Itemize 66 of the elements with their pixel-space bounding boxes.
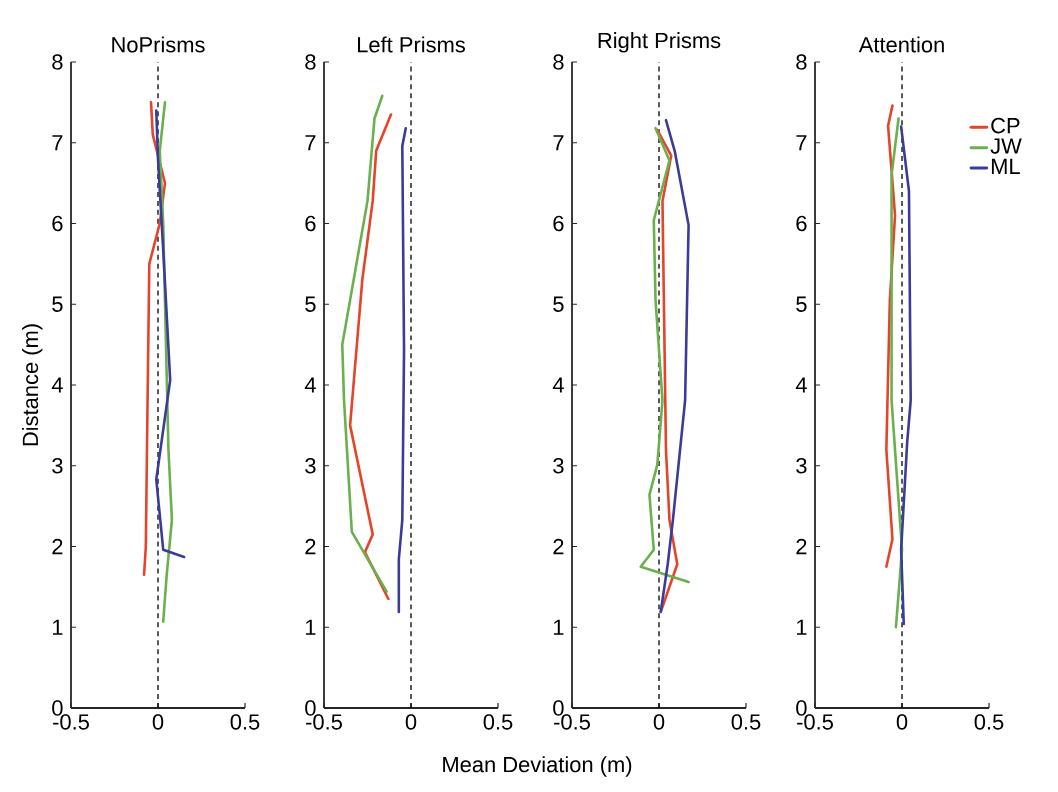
y-tick-label: 7: [553, 135, 564, 151]
line-series: [659, 118, 690, 614]
y-tick-label: 2: [553, 538, 564, 555]
y-tick-label: 2: [305, 538, 316, 555]
chart-title: Attention: [858, 36, 944, 53]
x-tick-label: 0.5: [483, 714, 513, 730]
y-tick-label: 5: [305, 296, 316, 312]
y-tick-label: 6: [796, 215, 807, 232]
y-tick-label: 5: [52, 296, 63, 312]
y-tick-label: 0: [553, 700, 564, 716]
x-tick-label: 0: [152, 714, 164, 730]
line-series: [890, 117, 904, 629]
legend-label: CP: [991, 117, 1020, 134]
line-series: [154, 109, 186, 559]
x-tick-label: 0.5: [230, 714, 260, 730]
line-series: [655, 128, 679, 614]
y-tick-label: 7: [305, 135, 316, 151]
y-tick-label: 1: [553, 619, 564, 635]
y-tick-label: 1: [305, 619, 316, 635]
y-axis-title: Distance (m): [22, 324, 43, 446]
y-tick-label: 2: [796, 538, 807, 555]
x-tick-label: 0: [405, 714, 417, 730]
y-tick-label: 8: [305, 54, 316, 70]
legend-label: ML: [991, 158, 1020, 174]
x-tick-label: -0.5: [53, 714, 89, 730]
y-tick-label: 4: [552, 377, 564, 393]
y-tick-label: 3: [553, 457, 564, 474]
legend-label: JW: [990, 138, 1022, 154]
line-series: [899, 125, 913, 626]
y-tick-label: 6: [52, 215, 63, 232]
y-tick-label: 7: [796, 135, 807, 151]
y-tick-label: 8: [52, 54, 63, 70]
y-tick-label: 6: [305, 215, 316, 232]
x-tick-label: -0.5: [554, 714, 590, 730]
line-series: [348, 113, 393, 601]
y-tick-label: 3: [305, 457, 316, 474]
chart-title: Left Prisms: [358, 36, 465, 53]
x-tick-label: -0.5: [797, 714, 833, 730]
y-tick-label: 3: [796, 457, 807, 474]
y-tick-label: 8: [553, 54, 564, 70]
y-tick-label: 6: [553, 215, 564, 232]
line-series: [639, 126, 690, 584]
x-tick-label: 0.5: [974, 714, 1004, 730]
y-tick-label: 5: [553, 296, 564, 312]
chart-title: NoPrisms: [112, 36, 205, 53]
y-tick-label: 0: [305, 700, 316, 716]
chart-title: Right Prisms: [598, 32, 721, 53]
x-tick-label: 0.5: [731, 714, 761, 730]
x-axis-title: Mean Deviation (m): [443, 756, 632, 777]
y-tick-label: 4: [51, 377, 63, 393]
x-tick-label: -0.5: [306, 714, 342, 730]
y-tick-label: 2: [52, 538, 63, 555]
y-tick-label: 5: [796, 296, 807, 312]
y-tick-label: 4: [304, 377, 316, 393]
y-tick-label: 8: [796, 54, 807, 70]
y-tick-label: 3: [52, 457, 63, 474]
line-series: [340, 94, 388, 594]
y-tick-label: 0: [52, 700, 63, 716]
x-tick-label: 0: [896, 714, 908, 730]
x-tick-label: 0: [653, 714, 665, 730]
y-tick-label: 7: [52, 135, 63, 151]
y-tick-label: 1: [796, 619, 807, 635]
line-series: [397, 126, 408, 614]
y-tick-label: 1: [52, 619, 63, 635]
y-tick-label: 4: [795, 377, 807, 393]
y-tick-label: 0: [796, 700, 807, 716]
